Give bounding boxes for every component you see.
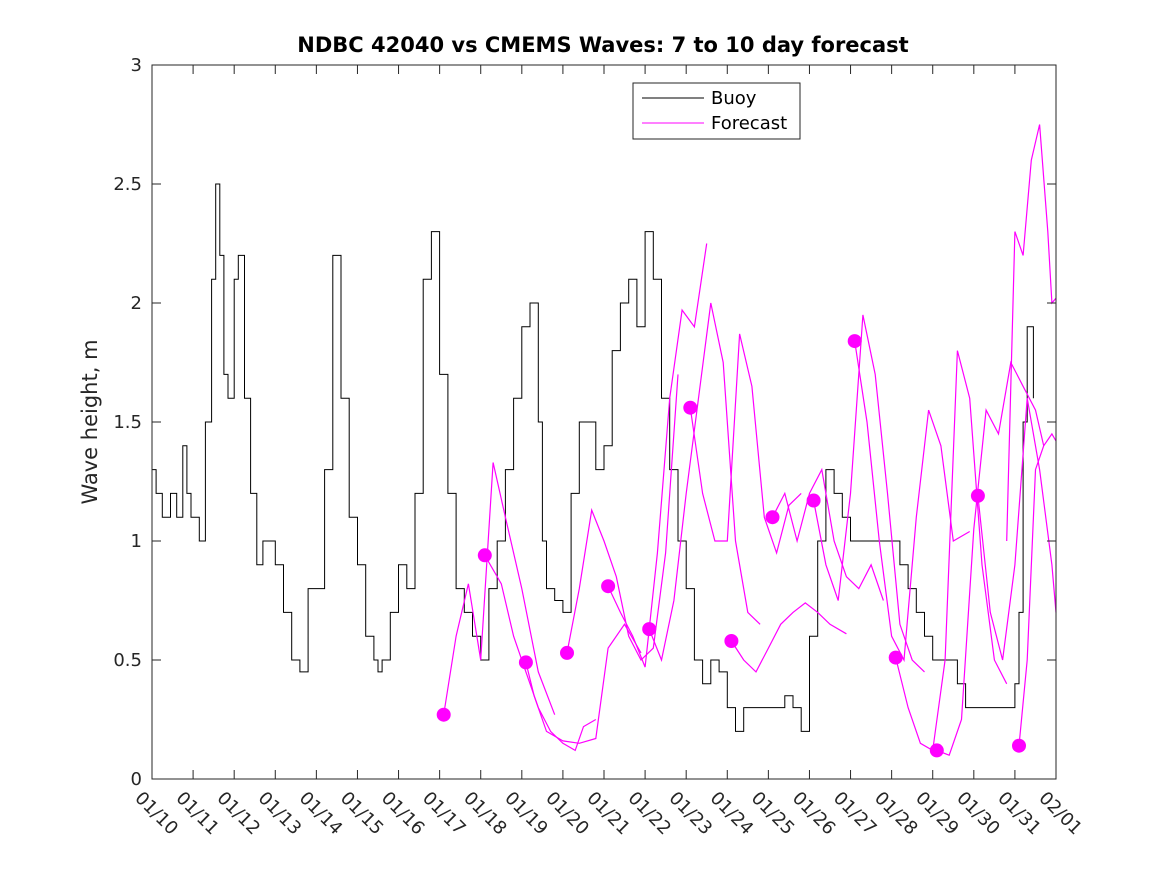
forecast-line-12 bbox=[895, 350, 1008, 752]
legend-box bbox=[632, 82, 801, 140]
y-axis-label: Wave height, m bbox=[78, 339, 102, 504]
forecast-line-9 bbox=[771, 467, 884, 601]
forecast-line-7 bbox=[689, 333, 802, 555]
plot-area bbox=[151, 64, 1057, 780]
forecast-start-marker bbox=[436, 707, 451, 722]
forecast-line-4 bbox=[566, 374, 679, 661]
chart-title: NDBC 42040 vs CMEMS Waves: 7 to 10 day f… bbox=[297, 33, 908, 57]
forecast-markers bbox=[436, 334, 1026, 758]
forecast-line-13 bbox=[936, 360, 1045, 756]
forecast-line-16 bbox=[1006, 124, 1057, 542]
forecast-start-marker bbox=[765, 510, 780, 525]
forecast-start-marker bbox=[929, 743, 944, 758]
legend: Buoy Forecast bbox=[632, 82, 801, 140]
forecast-start-marker bbox=[683, 400, 698, 415]
forecast-line-1 bbox=[443, 462, 556, 715]
forecast-start-marker bbox=[888, 650, 903, 665]
buoy-series bbox=[152, 183, 1034, 732]
legend-forecast-label: Forecast bbox=[711, 113, 787, 134]
y-tick-label: 1 bbox=[131, 531, 142, 552]
y-tick-label: 0 bbox=[131, 769, 142, 790]
legend-buoy-label: Buoy bbox=[711, 88, 757, 109]
forecast-line-2 bbox=[484, 554, 597, 752]
forecast-start-marker bbox=[806, 493, 821, 508]
forecast-line-14 bbox=[977, 398, 1057, 661]
forecast-line-11 bbox=[854, 341, 971, 663]
forecast-start-marker bbox=[1012, 738, 1026, 753]
forecast-start-marker bbox=[477, 548, 492, 563]
forecast-start-marker bbox=[970, 488, 985, 503]
buoy-line bbox=[152, 183, 1034, 732]
forecast-start-marker bbox=[560, 645, 574, 660]
forecast-line-15 bbox=[1018, 432, 1057, 746]
y-axis: 0 0.5 1 1.5 2 2.5 3 bbox=[113, 55, 1056, 790]
forecast-start-marker bbox=[518, 655, 533, 670]
y-tick-label: 3 bbox=[131, 55, 142, 76]
axes-background bbox=[152, 65, 1056, 779]
forecast-line-5 bbox=[607, 243, 708, 668]
forecast-start-marker bbox=[642, 622, 657, 637]
y-tick-label: 2.5 bbox=[113, 174, 142, 195]
y-tick-label: 0.5 bbox=[113, 650, 142, 671]
forecast-start-marker bbox=[847, 334, 862, 349]
forecast-line-6 bbox=[648, 302, 761, 663]
forecast-start-marker bbox=[724, 634, 739, 648]
y-tick-label: 1.5 bbox=[113, 412, 142, 433]
forecast-line-3 bbox=[525, 623, 642, 744]
forecast-series bbox=[443, 124, 1057, 756]
y-tick-label: 2 bbox=[131, 293, 142, 314]
forecast-line-8 bbox=[730, 602, 847, 673]
forecast-start-marker bbox=[601, 579, 616, 594]
